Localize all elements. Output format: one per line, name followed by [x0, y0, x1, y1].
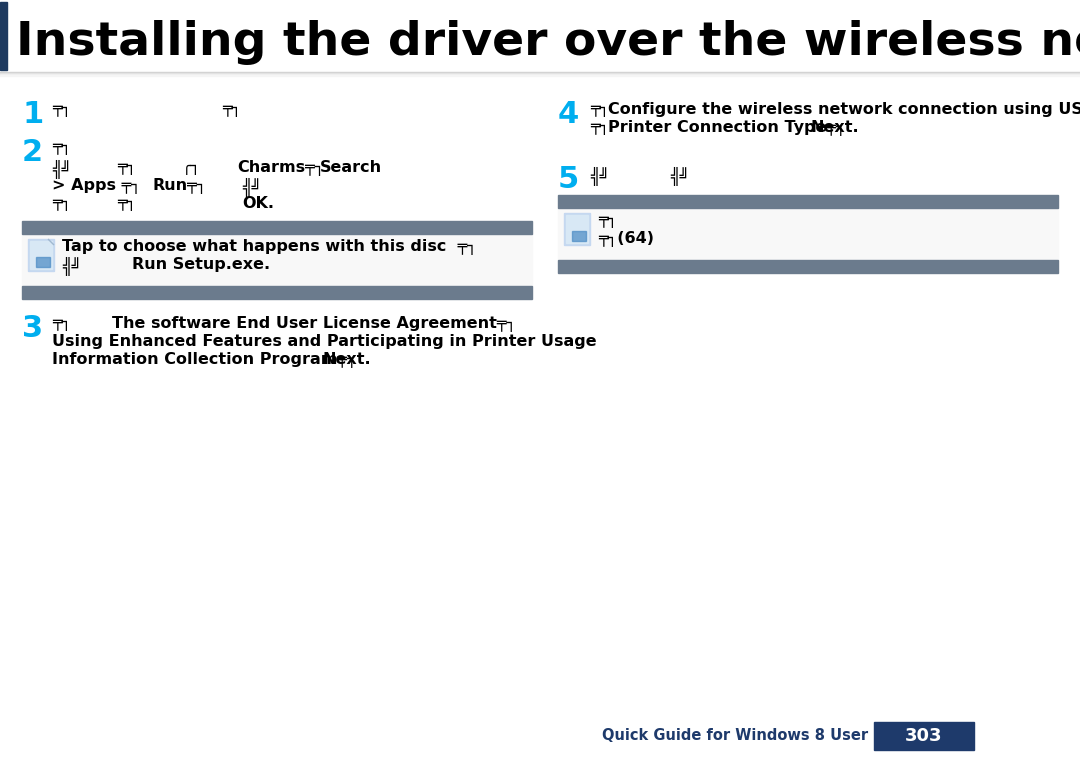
Text: Next.: Next. — [322, 352, 370, 367]
Text: ╣╝: ╣╝ — [62, 257, 81, 276]
Bar — [874, 722, 974, 750]
Bar — [564, 213, 590, 245]
Bar — [22, 286, 532, 299]
Text: Search: Search — [320, 160, 382, 175]
Text: ╤┐: ╤┐ — [590, 102, 609, 117]
Bar — [0, 75, 1080, 76]
Bar — [558, 208, 1058, 260]
Text: ╤┐: ╤┐ — [117, 160, 136, 175]
Text: Charms╤┐: Charms╤┐ — [237, 160, 324, 176]
Text: Run╤┐: Run╤┐ — [152, 178, 206, 194]
Text: Using Enhanced Features and Participating in Printer Usage: Using Enhanced Features and Participatin… — [52, 334, 596, 349]
Text: ╤┐: ╤┐ — [598, 213, 618, 228]
Text: 4: 4 — [558, 100, 579, 129]
Text: OK.: OK. — [242, 196, 274, 211]
Bar — [558, 260, 1058, 273]
Text: Configure the wireless network connection using USB cable: Configure the wireless network connectio… — [608, 102, 1080, 117]
Text: ╤┐: ╤┐ — [222, 102, 241, 117]
Bar — [572, 231, 586, 241]
Text: Information Collection Program╤┐: Information Collection Program╤┐ — [52, 352, 356, 368]
Text: ╣╝: ╣╝ — [52, 160, 71, 179]
Text: Tap to choose what happens with this disc  ╤┐: Tap to choose what happens with this dis… — [62, 239, 477, 255]
Text: ╤┐: ╤┐ — [52, 316, 71, 331]
Text: ╤┐(64): ╤┐(64) — [598, 231, 654, 247]
Bar — [22, 234, 532, 286]
Text: ╣╝: ╣╝ — [590, 167, 609, 186]
Text: ╤┐: ╤┐ — [52, 140, 71, 155]
Text: > Apps ╤┐: > Apps ╤┐ — [52, 178, 140, 194]
Text: 303: 303 — [905, 727, 943, 745]
Text: Installing the driver over the wireless network: Installing the driver over the wireless … — [16, 20, 1080, 65]
FancyArrow shape — [48, 239, 54, 245]
Bar — [36, 257, 50, 267]
Bar — [22, 221, 532, 234]
Text: 3: 3 — [22, 314, 43, 343]
Text: ╤┐: ╤┐ — [117, 196, 136, 211]
Bar — [0, 74, 1080, 75]
Text: 2: 2 — [22, 138, 43, 167]
Bar — [0, 2, 6, 70]
Bar — [28, 239, 54, 271]
Bar — [558, 195, 1058, 208]
Text: ╤┐: ╤┐ — [590, 120, 609, 135]
Text: 1: 1 — [22, 100, 43, 129]
Text: ╭┐: ╭┐ — [183, 160, 201, 175]
Text: ╣╝: ╣╝ — [242, 178, 261, 197]
Text: 5: 5 — [558, 165, 579, 194]
Bar — [30, 241, 52, 269]
Bar — [0, 72, 1080, 73]
Bar — [566, 215, 588, 243]
Text: ╤┐: ╤┐ — [52, 196, 71, 211]
Text: The software End User License Agreement╤┐: The software End User License Agreement╤… — [112, 316, 516, 332]
Text: Quick Guide for Windows 8 User: Quick Guide for Windows 8 User — [602, 729, 868, 743]
Text: Run Setup.exe.: Run Setup.exe. — [132, 257, 270, 272]
Text: ╣╝: ╣╝ — [670, 167, 689, 186]
Text: Next.: Next. — [810, 120, 859, 135]
Text: ╤┐: ╤┐ — [52, 102, 71, 117]
Bar — [0, 73, 1080, 74]
Text: Printer Connection Type╤┐: Printer Connection Type╤┐ — [608, 120, 846, 136]
